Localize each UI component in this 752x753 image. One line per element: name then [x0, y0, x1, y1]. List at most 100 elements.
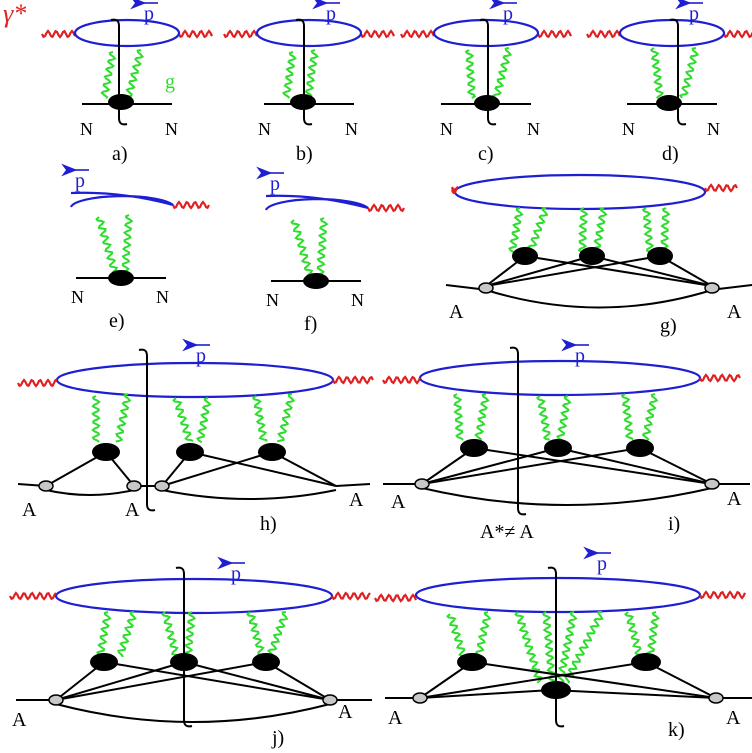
nucleon-line [551, 689, 717, 699]
nucleon-line [183, 661, 331, 701]
photon-line [451, 187, 456, 193]
vertex-blob [656, 95, 682, 111]
nucleus-vertex [478, 282, 494, 294]
gluon-line [452, 393, 464, 441]
momentum-label: p [597, 553, 607, 575]
gluon-line [577, 207, 589, 253]
quark-loop [69, 195, 174, 208]
gluon-line [91, 395, 101, 443]
cut-hook [669, 18, 679, 27]
nucleon-line [419, 661, 647, 699]
gluon-line [624, 611, 645, 659]
nucleus-vertex [704, 282, 720, 294]
nucleus-arc [45, 489, 135, 496]
nucleus-vertex [708, 692, 724, 704]
momentum-label: p [270, 173, 280, 195]
gluon-line [290, 219, 314, 278]
nucleus-arc [55, 703, 331, 723]
nucleus-arc [485, 289, 713, 309]
photon-line [723, 29, 752, 39]
vertex-blob [631, 653, 661, 671]
nucleus-label: A [449, 301, 464, 323]
panel-label: j) [271, 727, 284, 749]
cut-hook [175, 566, 185, 575]
panel-label: d) [662, 143, 679, 165]
cut-hook [138, 348, 148, 357]
nucleon-line [485, 255, 593, 287]
nucleon-line [161, 451, 273, 487]
cut-hook [677, 117, 687, 126]
vertex-blob [108, 94, 134, 110]
nucleon-line [524, 255, 713, 287]
gluon-line [316, 217, 329, 277]
photon-line [586, 29, 621, 39]
gluon-line [641, 393, 659, 442]
diagram-labels: p a) N Np b) N Np c) N Np d) N Nγ* g p e) N Np f) N N A Ag) p A A… [3, 0, 742, 749]
nucleus-vertex [38, 480, 54, 492]
momentum-label: p [144, 3, 154, 25]
gluon-line [474, 393, 490, 441]
quark-loop [432, 18, 540, 48]
quark-loop [255, 18, 363, 48]
gluon-line [304, 49, 319, 99]
nucleon-label: N [80, 119, 93, 139]
gluon-line [592, 207, 608, 254]
nucleon-line [103, 661, 331, 701]
nucleus-label: A [349, 489, 364, 511]
nucleus-label: A [727, 301, 742, 323]
gluon-line [464, 49, 477, 99]
diagram-drawing [9, 18, 752, 728]
gluon-line [161, 611, 179, 657]
gluon-line [276, 393, 296, 443]
nucleon-label: N [440, 119, 453, 139]
vertex-blob [90, 653, 118, 671]
excited-label: A*≠ A [480, 521, 534, 543]
nucleon-label: N [707, 119, 720, 139]
gluon-line [124, 49, 145, 99]
gluon-line [508, 207, 524, 254]
nucleus-vertex [704, 478, 720, 490]
photon-line [699, 373, 741, 383]
nucleon-line [591, 255, 713, 287]
momentum-label: p [575, 345, 585, 367]
nucleus-label: A [125, 499, 140, 521]
quark-loop [414, 576, 702, 614]
vertex-blob [647, 247, 673, 265]
panel-label: e) [109, 310, 125, 332]
cut-hook [479, 18, 489, 27]
vertex-blob [457, 653, 487, 671]
nucleus-label: A [338, 701, 353, 723]
photon-line [537, 29, 572, 39]
nucleus-vertex [412, 692, 428, 704]
panel-label: b) [296, 143, 313, 165]
nucleus-vertex [126, 480, 142, 492]
nucleon-line [419, 689, 553, 699]
gluon-line [251, 395, 268, 442]
nucleus-vertex [414, 478, 430, 490]
gluon-line [556, 395, 572, 442]
gluon-line [95, 216, 119, 275]
gluon-line [121, 214, 134, 274]
panel-label: f) [304, 313, 317, 335]
quark-loop [55, 361, 335, 399]
quark-loop [618, 18, 726, 48]
nucleon-line [473, 447, 713, 485]
panel-label: g) [660, 315, 677, 337]
gluon-line [196, 397, 212, 444]
gluon-line [541, 611, 556, 683]
cut-hook [547, 566, 557, 575]
gluon-line [650, 47, 665, 99]
nucleon-line [485, 255, 661, 287]
nucleus-vertex [322, 694, 338, 706]
nucleus-arc [421, 487, 713, 506]
vertex-blob [176, 443, 204, 461]
cut-hook [303, 117, 313, 126]
photon-line [699, 590, 746, 600]
quark-loop [265, 194, 369, 210]
nucleus-vertex [154, 480, 170, 492]
vertex-blob [626, 439, 654, 457]
momentum-label: p [75, 170, 85, 192]
photon-line [374, 593, 418, 603]
cut-hook [183, 719, 193, 728]
gluon-line [184, 611, 197, 657]
